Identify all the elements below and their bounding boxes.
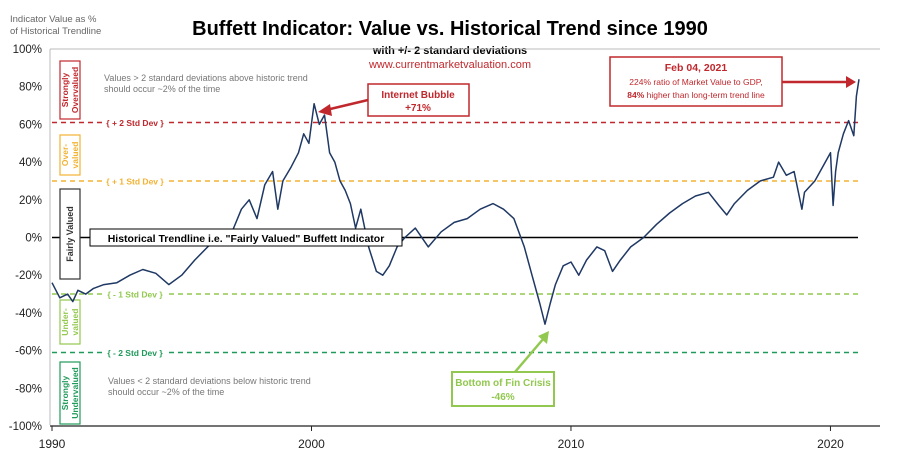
zone-boxes: StronglyOvervalued Over-valued Fairly Va… (59, 60, 81, 425)
zone-box-undervalued (59, 299, 81, 345)
reference-line-label: { + 2 Std Dev } (106, 118, 164, 128)
y-tick-label: -80% (15, 383, 42, 395)
x-axis-ticks: 1990 2000 2010 2020 (39, 426, 844, 451)
reference-label-bg (103, 287, 167, 302)
reference-label-bg (103, 115, 167, 130)
bubble-callout-title: Internet Bubble (381, 90, 455, 101)
crisis-callout-title: Bottom of Fin Crisis (455, 378, 551, 389)
crisis-callout-value: -46% (491, 392, 514, 403)
zone-box-fairly-valued (59, 188, 81, 280)
crisis-arrow (514, 337, 545, 373)
reference-line-label: { - 1 Std Dev } (107, 290, 163, 300)
source-url: www.currentmarketvaluation.com (368, 59, 531, 71)
y-tick-label: 100% (13, 44, 42, 56)
latest-callout-line2: 84% higher than long-term trend line (627, 90, 765, 100)
y-axis-label-line1: Indicator Value as % (10, 14, 97, 25)
y-tick-label: -20% (15, 270, 42, 282)
reference-label-bg (103, 173, 167, 188)
chart-subtitle: with +/- 2 standard deviations (372, 45, 527, 57)
latest-callout-line1: 224% ratio of Market Value to GDP, (629, 77, 762, 87)
chart-title: Buffett Indicator: Value vs. Historical … (192, 18, 708, 40)
y-axis-ticks: 100% 80% 60% 40% 20% 0% -20% -40% -60% -80% -100% (9, 44, 42, 433)
zone-box-overvalued (59, 134, 81, 176)
y-tick-label: 20% (19, 195, 42, 207)
y-tick-label: 0% (25, 233, 42, 245)
x-tick-label: 2020 (817, 437, 844, 451)
y-axis-label-line2: of Historical Trendline (10, 26, 101, 37)
note-below-container: Values < 2 standard deviations below his… (108, 376, 311, 397)
note-above: Values > 2 standard deviations above his… (104, 73, 308, 94)
zone-label-overvalued: Over-valued (60, 142, 80, 169)
latest-callout-box (609, 56, 783, 107)
crisis-arrowhead (538, 331, 549, 344)
reference-line-label: { + 1 Std Dev } (106, 176, 164, 186)
note-below: Values < 2 standard deviations below his… (108, 376, 311, 397)
latest-callout-date: Feb 04, 2021 (665, 62, 728, 74)
latest-arrowhead (846, 76, 856, 88)
zone-label-fairly-valued: Fairly Valued (65, 206, 75, 262)
bubble-arrow (325, 98, 369, 112)
trendline-label: Historical Trendline i.e. "Fairly Valued… (108, 233, 385, 245)
zone-box-strongly-overvalued (59, 60, 81, 120)
trendline-label-box (89, 228, 403, 247)
zone-label-strongly-overvalued: StronglyOvervalued (60, 67, 80, 113)
note-above-container: Values > 2 standard deviations above his… (104, 73, 308, 94)
y-tick-label: -40% (15, 308, 42, 320)
x-tick-label: 1990 (39, 437, 66, 451)
crisis-callout-box (451, 371, 555, 407)
reference-line-label: { - 2 Std Dev } (107, 348, 163, 358)
y-tick-label: 40% (19, 157, 42, 169)
bubble-arrowhead (318, 104, 332, 116)
zone-label-undervalued: Under-valued (60, 308, 80, 336)
x-tick-label: 2000 (298, 437, 325, 451)
y-tick-label: 80% (19, 82, 42, 94)
zone-label-strongly-undervalued: StronglyUndervalued (60, 367, 80, 419)
x-tick-label: 2010 (558, 437, 585, 451)
reference-label-bg (103, 345, 167, 360)
y-tick-label: -100% (9, 421, 42, 433)
bubble-callout-value: +71% (405, 103, 431, 114)
y-tick-label: 60% (19, 119, 42, 131)
zone-box-strongly-undervalued (59, 361, 81, 425)
y-tick-label: -60% (15, 346, 42, 358)
